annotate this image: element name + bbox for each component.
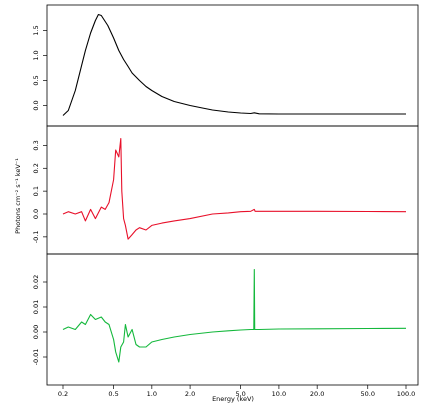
panel-frame [46, 4, 419, 127]
panel-frame [46, 253, 419, 386]
x-tick-label: 50.0 [361, 390, 375, 398]
y-tick-label: -0.01 [32, 349, 40, 366]
series-line [62, 13, 406, 116]
y-tick-label: 1.5 [32, 25, 40, 35]
x-tick-label: 10.0 [272, 390, 286, 398]
y-tick-label: 0.01 [32, 300, 40, 314]
panel-2: -0.1 0.0 0.1 0.2 0.3 [32, 125, 419, 255]
y-tick-label: 0.5 [32, 75, 40, 85]
panel-frame [46, 125, 419, 255]
y-tick-label: -0.1 [32, 231, 40, 244]
x-tick-label: 100.0 [397, 390, 416, 398]
panel-1: 0.0 0.5 1.0 1.5 [32, 4, 419, 127]
series-line [62, 268, 407, 363]
y-tick-label: 0.00 [32, 325, 40, 339]
series-line [62, 138, 407, 240]
y-tick-label: 0.0 [32, 209, 40, 219]
y-tick-label: 1.0 [32, 50, 40, 60]
x-tick-label: 0.5 [108, 390, 118, 398]
y-tick-label: 0.3 [32, 140, 40, 150]
x-tick-label: 20.0 [310, 390, 324, 398]
x-axis-label: Energy (keV) [212, 395, 254, 403]
panel-3: -0.01 0.00 0.01 0.02 [32, 253, 419, 386]
x-tick-label: 0.2 [58, 390, 68, 398]
x-tick-label: 2.0 [185, 390, 195, 398]
y-axis-label: Photons cm⁻² s⁻¹ keV⁻¹ [14, 158, 22, 234]
y-tick-label: 0.1 [32, 186, 40, 196]
y-tick-label: 0.02 [32, 275, 40, 289]
y-tick-label: 0.2 [32, 163, 40, 173]
x-tick-label: 5.0 [235, 390, 245, 398]
y-tick-label: 0.0 [32, 100, 40, 110]
x-tick-label: 1.0 [147, 390, 157, 398]
